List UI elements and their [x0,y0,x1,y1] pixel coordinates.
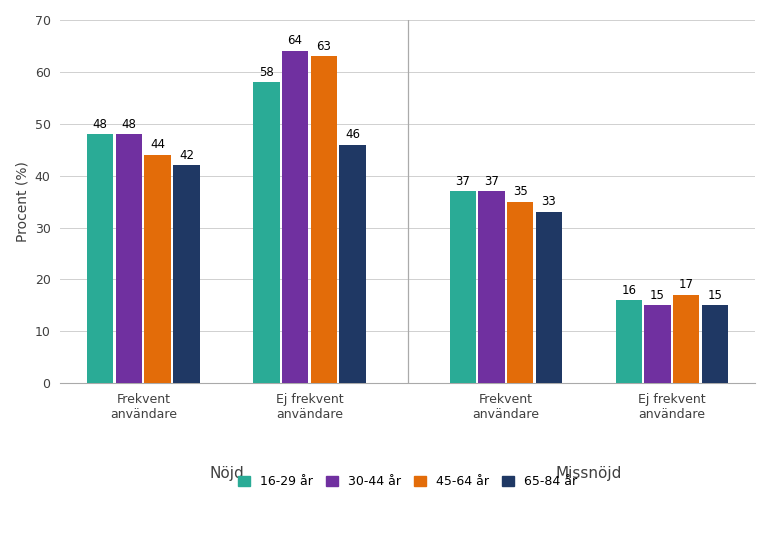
Bar [87,134,113,383]
Text: 42: 42 [179,149,194,162]
Text: 15: 15 [650,289,665,302]
Bar [173,165,199,383]
Bar [116,134,142,383]
Text: 58: 58 [259,66,274,79]
Text: Nöjd: Nöjd [209,466,244,481]
Y-axis label: Procent (%): Procent (%) [15,161,29,242]
Text: 15: 15 [708,289,722,302]
Text: 37: 37 [484,174,499,188]
Bar [701,305,728,383]
Text: 64: 64 [288,35,303,47]
Legend: 16-29 år, 30-44 år, 45-64 år, 65-84 år: 16-29 år, 30-44 år, 45-64 år, 65-84 år [233,470,582,493]
Text: 44: 44 [150,138,166,152]
Bar [310,56,337,383]
Bar [145,155,171,383]
Text: 48: 48 [93,118,108,130]
Bar [616,300,642,383]
Text: 33: 33 [541,196,556,208]
Bar [536,212,562,383]
Text: Missnöjd: Missnöjd [556,466,622,481]
Text: 63: 63 [316,40,331,53]
Bar [644,305,671,383]
Text: 35: 35 [513,185,527,198]
Bar [450,191,476,383]
Text: 48: 48 [122,118,136,130]
Bar [253,82,280,383]
Bar [282,51,308,383]
Bar [507,202,534,383]
Text: 16: 16 [621,284,636,296]
Text: 37: 37 [455,174,470,188]
Bar [340,144,366,383]
Bar [478,191,504,383]
Text: 17: 17 [679,278,694,291]
Text: 46: 46 [345,128,360,141]
Bar [673,295,699,383]
